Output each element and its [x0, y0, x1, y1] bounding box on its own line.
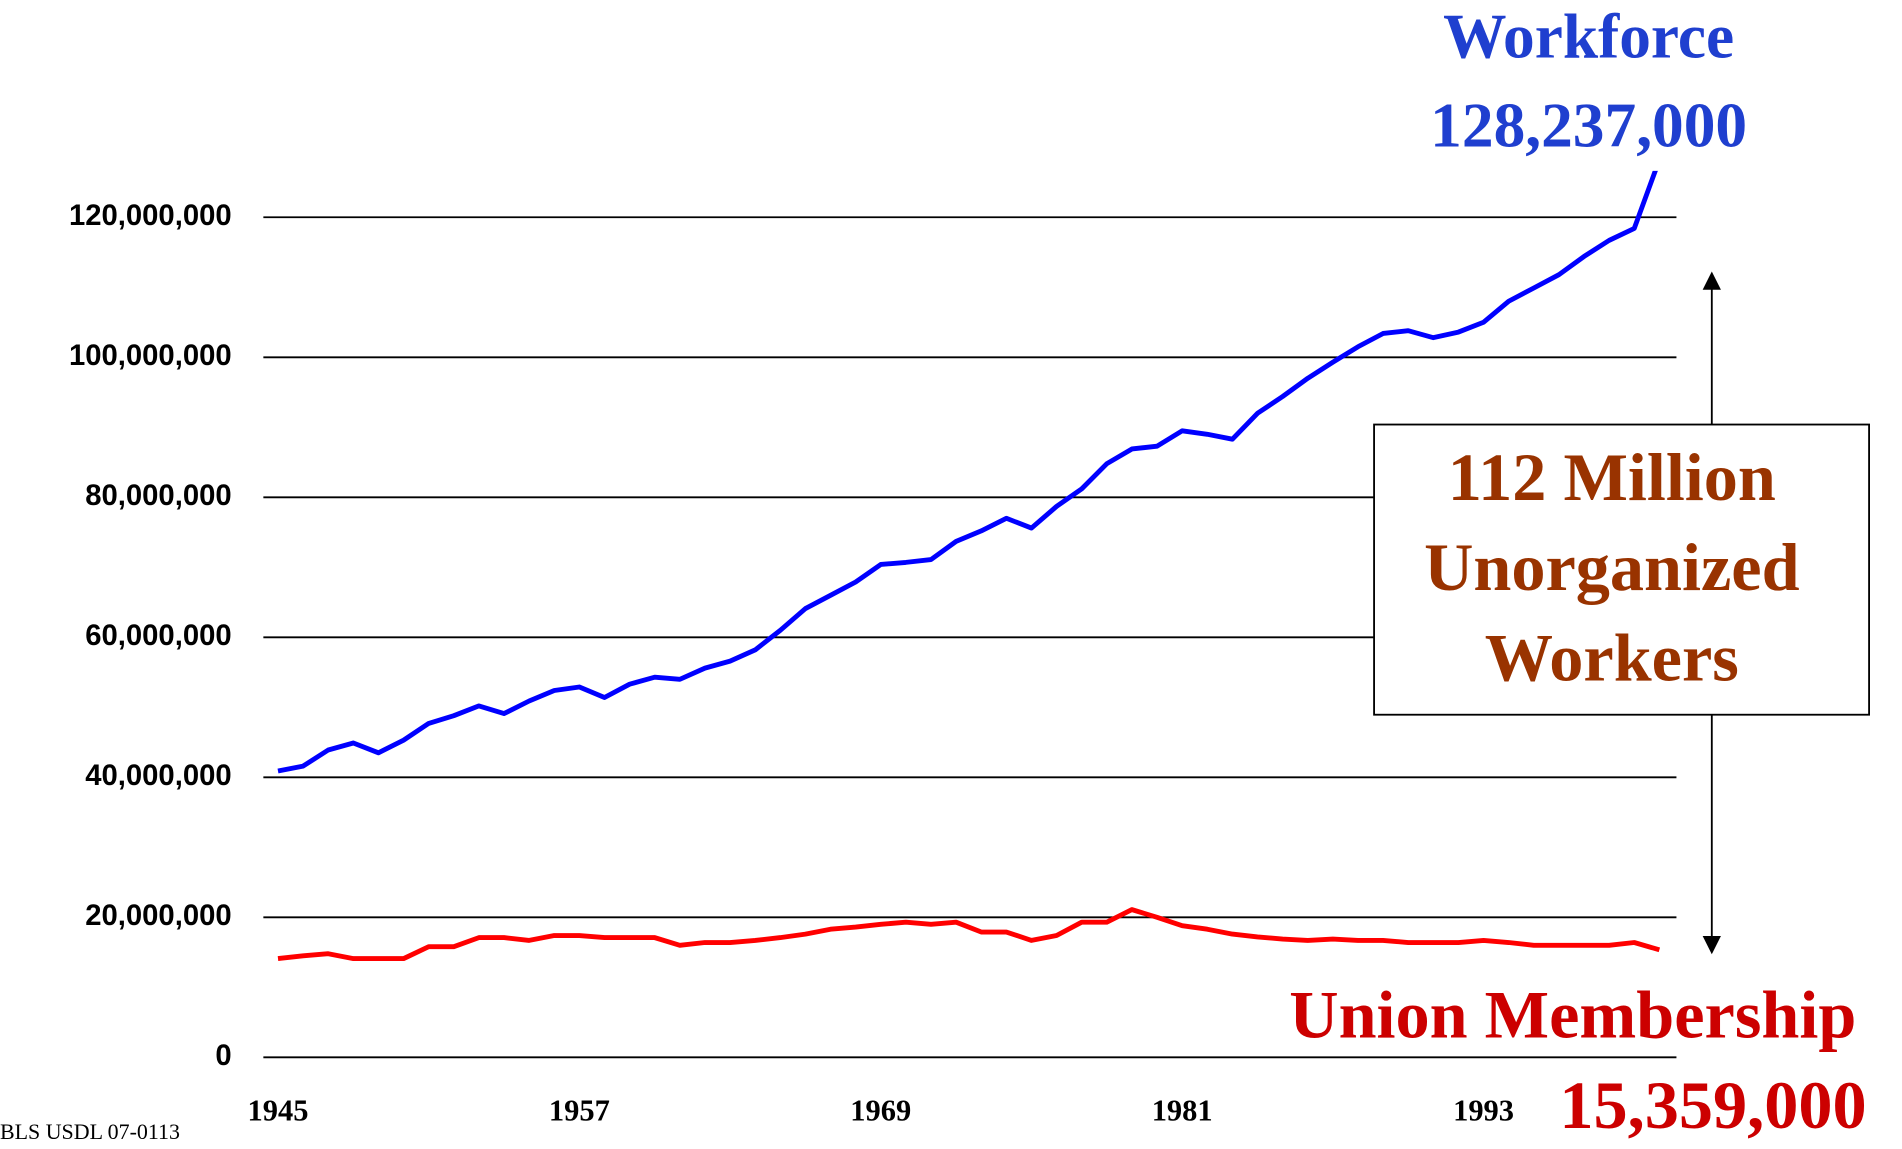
- lines: [277, 170, 1661, 962]
- labels: 0 20,000,000 40,000,000 60,000,000 80,000,00…: [69, 1, 1867, 1142]
- x-tick-label: 1969: [850, 1093, 911, 1127]
- series-line: [277, 170, 1658, 774]
- y-tick-label: 120,000,000: [69, 200, 232, 232]
- y-tick-label: 80,000,000: [85, 480, 231, 512]
- source-note: BLS USDL 07-0113: [0, 1119, 180, 1144]
- grid: [263, 216, 1677, 1059]
- y-tick-label: 100,000,000: [69, 340, 232, 372]
- series-label: Workforce: [1443, 1, 1734, 71]
- annotation-text: Unorganized: [1424, 529, 1799, 605]
- x-tick-label: 1993: [1453, 1093, 1514, 1127]
- value-label: 15,359,000: [1559, 1067, 1866, 1143]
- y-tick-label: 0: [215, 1040, 231, 1072]
- x-tick-label: 1981: [1152, 1093, 1213, 1127]
- y-tick-label: 40,000,000: [85, 760, 231, 792]
- annotation-text: Workers: [1485, 619, 1739, 695]
- value-label: 128,237,000: [1430, 90, 1747, 160]
- annotation-box: [1373, 423, 1870, 716]
- y-tick-label: 60,000,000: [85, 620, 231, 652]
- x-tick-label: 1945: [248, 1093, 309, 1127]
- x-tick-label: 1957: [549, 1093, 610, 1127]
- annotation-text: 112 Million: [1448, 439, 1776, 515]
- y-tick-label: 20,000,000: [85, 900, 231, 932]
- series-line: [277, 907, 1661, 962]
- series-label: Union Membership: [1289, 977, 1856, 1053]
